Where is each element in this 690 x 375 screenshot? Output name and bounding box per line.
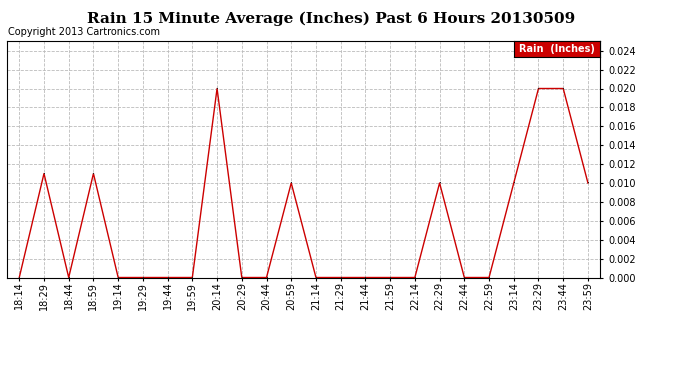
Text: Rain 15 Minute Average (Inches) Past 6 Hours 20130509: Rain 15 Minute Average (Inches) Past 6 H… <box>87 11 575 26</box>
Text: Copyright 2013 Cartronics.com: Copyright 2013 Cartronics.com <box>8 27 160 36</box>
